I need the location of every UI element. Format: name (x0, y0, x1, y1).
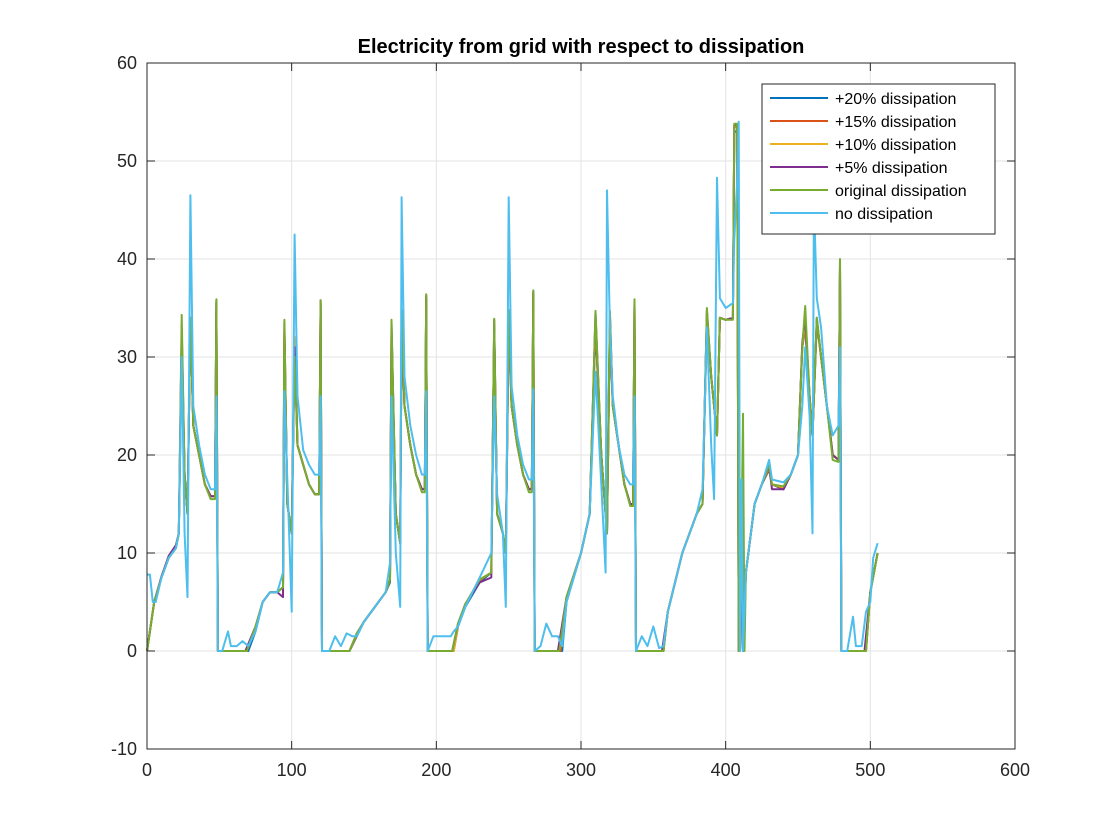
y-tick-label: 60 (117, 53, 137, 73)
x-tick-label: 600 (1000, 760, 1030, 780)
legend-label: +20% dissipation (835, 91, 956, 108)
series-line-5 (147, 120, 879, 652)
y-tick-label: 10 (117, 543, 137, 563)
legend-box (761, 83, 996, 235)
y-tick-label: 40 (117, 249, 137, 269)
y-tick-label: 20 (117, 445, 137, 465)
x-tick-label: 100 (277, 760, 307, 780)
chart-title: Electricity from grid with respect to di… (358, 36, 805, 58)
legend-label: +5% dissipation (835, 160, 948, 177)
series-lines (146, 120, 879, 652)
y-tick-label: 30 (117, 347, 137, 367)
x-tick-label: 200 (421, 760, 451, 780)
legend: +20% dissipation +15% dissipation +10% dis… (761, 83, 996, 235)
y-tick-label: 0 (127, 641, 137, 661)
y-tick-label: -10 (111, 739, 137, 759)
legend-label: +15% dissipation (835, 114, 956, 131)
x-tick-label: 0 (142, 760, 152, 780)
x-tick-label: 500 (855, 760, 885, 780)
x-tick-label: 300 (566, 760, 596, 780)
y-tick-label: 50 (117, 151, 137, 171)
x-tick-label: 400 (711, 760, 741, 780)
legend-label: original dissipation (835, 183, 967, 200)
legend-label: no dissipation (835, 206, 933, 223)
legend-label: +10% dissipation (835, 137, 956, 154)
